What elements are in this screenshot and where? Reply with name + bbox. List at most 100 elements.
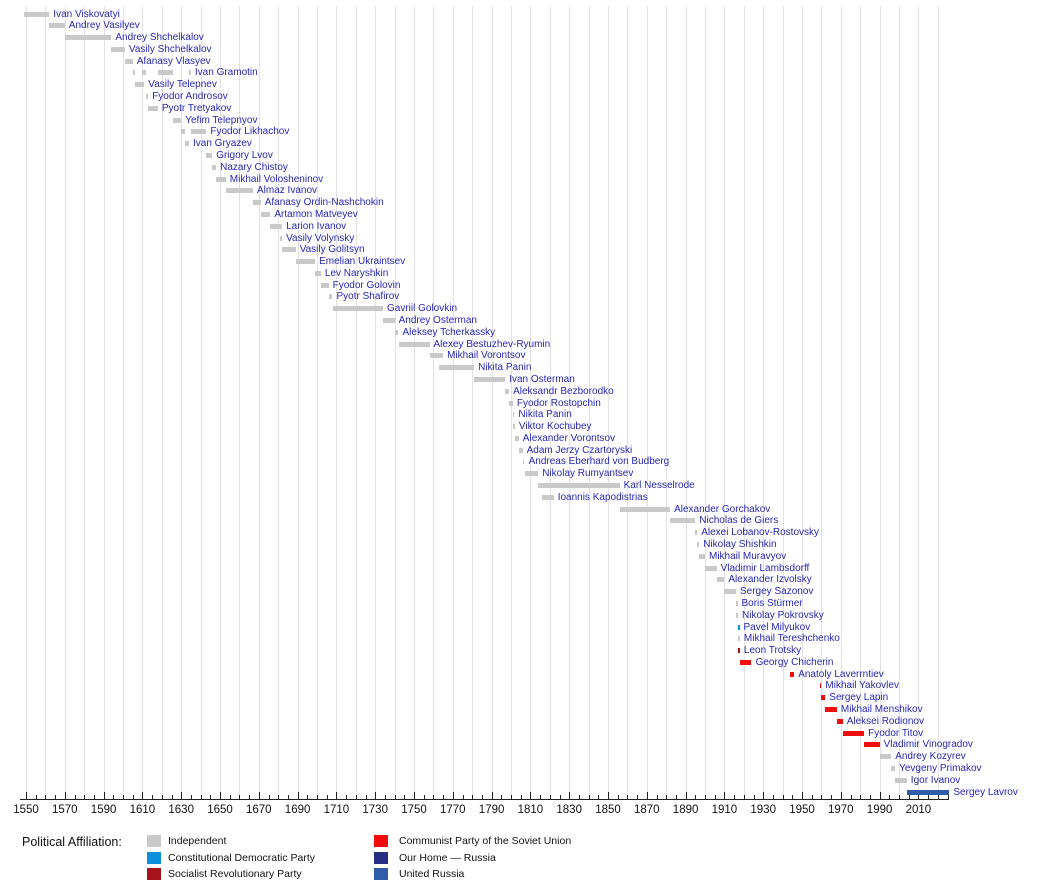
- minister-name-link[interactable]: Mikhail Volosheninov: [229, 173, 324, 185]
- gridline: [588, 6, 590, 799]
- minister-name-link[interactable]: Andrey Shchelkalov: [115, 32, 204, 44]
- minister-name-link[interactable]: Alexei Lobanov-Rostovsky: [701, 527, 820, 539]
- minister-name-link[interactable]: Mikhail Muravyov: [709, 550, 787, 562]
- term-bar: [315, 270, 321, 276]
- minister-name-link[interactable]: Fyodor Androsov: [152, 91, 228, 102]
- x-axis-minor-tick: [637, 795, 639, 799]
- minister-name-link[interactable]: Grigory Lvov: [216, 150, 273, 161]
- term-bar: [216, 176, 226, 182]
- minister-name-link[interactable]: Vasily Telepnev: [148, 79, 217, 91]
- x-axis-major-tick: [918, 792, 920, 799]
- minister-name-link[interactable]: Pyotr Tretyakov: [161, 102, 232, 114]
- minister-name-link[interactable]: Fyodor Golovin: [332, 279, 401, 291]
- minister-name-link[interactable]: Fyodor Likhachov: [210, 126, 290, 138]
- minister-name-link[interactable]: Vasily Shchelkalov: [128, 43, 212, 55]
- minister-name-link[interactable]: Mikhail Yakovlev: [825, 680, 899, 692]
- minister-name-link[interactable]: Leon Trotsky: [743, 645, 802, 657]
- term-bar: [190, 129, 207, 135]
- gridline: [181, 6, 183, 799]
- term-bar: [716, 577, 725, 583]
- gridline: [45, 6, 47, 799]
- minister-name-link[interactable]: Georgy Chicherin: [755, 656, 834, 668]
- minister-name-link[interactable]: Nikolay Rumyantsev: [542, 468, 634, 480]
- minister-name-link[interactable]: Alexey Bestuzhev-Ryumin: [433, 338, 551, 350]
- term-bar: [295, 259, 316, 264]
- minister-name-link[interactable]: Sergey Sazonov: [740, 586, 814, 598]
- minister-name-link[interactable]: Vladimir Vinogradov: [883, 739, 973, 751]
- minister-name-link[interactable]: Andrey Osterman: [398, 315, 477, 326]
- minister-name-link[interactable]: Andrey Kozyrev: [895, 751, 966, 763]
- minister-name-link[interactable]: Larion Ivanov: [286, 220, 347, 232]
- minister-name-link[interactable]: Nikita Panin: [518, 409, 572, 421]
- minister-name-link[interactable]: Sergey Lavrov: [953, 786, 1018, 798]
- minister-name-link[interactable]: Nicholas de Giers: [699, 515, 779, 527]
- x-axis-tick-label: 1690: [284, 804, 311, 816]
- term-bar: [895, 777, 907, 783]
- minister-name-link[interactable]: Lev Naryshkin: [324, 267, 389, 279]
- x-axis-minor-tick: [433, 795, 435, 799]
- gridline: [375, 6, 377, 799]
- minister-name-link[interactable]: Boris Stürmer: [741, 597, 803, 609]
- minister-name-link[interactable]: Andrey Vasilyev: [68, 20, 140, 32]
- minister-name-link[interactable]: Alexander Vorontsov: [522, 432, 616, 444]
- term-bar: [509, 400, 513, 406]
- x-axis-minor-tick: [132, 795, 134, 799]
- minister-name-link[interactable]: Pyotr Shafirov: [336, 291, 400, 303]
- minister-name-link[interactable]: Nikolay Shishkin: [703, 539, 777, 550]
- term-bar: [328, 294, 333, 300]
- x-axis-minor-tick: [811, 795, 813, 799]
- x-axis-minor-tick: [821, 795, 823, 799]
- minister-name-link[interactable]: Andreas Eberhard von Budberg: [528, 456, 670, 468]
- minister-name-link[interactable]: Fyodor Rostopchin: [516, 397, 601, 409]
- minister-name-link[interactable]: Karl Nesselrode: [623, 480, 695, 491]
- minister-name-link[interactable]: Almaz Ivanov: [257, 185, 318, 197]
- x-axis-major-tick: [258, 792, 260, 799]
- minister-name-link[interactable]: Yevgeny Primakov: [899, 762, 982, 774]
- minister-name-link[interactable]: Nazary Chistoy: [220, 161, 288, 173]
- minister-name-link[interactable]: Viktor Kochubey: [518, 421, 592, 433]
- x-axis-minor-tick: [481, 795, 483, 799]
- minister-name-link[interactable]: Adam Jerzy Czartoryski: [526, 444, 633, 456]
- minister-name-link[interactable]: Vasily Golitsyn: [299, 244, 365, 256]
- minister-name-link[interactable]: Mikhail Vorontsov: [447, 350, 526, 362]
- minister-name-link[interactable]: Vladimir Lambsdorff: [720, 562, 810, 574]
- minister-name-link[interactable]: Nikolay Pokrovsky: [742, 609, 824, 621]
- gridline: [123, 6, 124, 799]
- x-axis-minor-tick: [326, 795, 328, 799]
- minister-name-link[interactable]: Aleksandr Bezborodko: [513, 385, 614, 397]
- gridline: [763, 6, 765, 799]
- minister-name-link[interactable]: Afanasy Ordin-Nashchokin: [264, 197, 384, 209]
- term-bar: [132, 70, 135, 76]
- minister-name-link[interactable]: Igor Ivanov: [910, 774, 961, 786]
- minister-name-link[interactable]: Yefim Telepnyov: [185, 114, 258, 126]
- minister-name-link[interactable]: Alexander Gorchakov: [674, 503, 771, 515]
- minister-name-link[interactable]: Ioannis Kapodistrias: [557, 491, 648, 503]
- minister-name-link[interactable]: Ivan Gryazev: [193, 138, 252, 150]
- minister-name-link[interactable]: Pavel Milyukov: [743, 621, 811, 633]
- term-bar: [842, 730, 864, 736]
- term-bar: [332, 306, 383, 312]
- x-axis-minor-tick: [84, 795, 86, 799]
- x-axis-major-tick: [724, 792, 726, 799]
- minister-name-link[interactable]: Ivan Viskovatyi: [53, 8, 120, 20]
- minister-name-link[interactable]: Artamon Matveyev: [274, 208, 358, 220]
- minister-name-link[interactable]: Mikhail Tereshchenko: [743, 633, 840, 645]
- minister-name-link[interactable]: Aleksei Rodionov: [846, 715, 924, 727]
- minister-name-link[interactable]: Sergey Lapin: [829, 692, 889, 704]
- minister-name-link[interactable]: Ivan Osterman: [509, 373, 575, 385]
- minister-name-link[interactable]: Mikhail Menshikov: [840, 704, 923, 715]
- x-axis-minor-tick: [772, 795, 774, 799]
- minister-name-link[interactable]: Gavriil Golovkin: [387, 303, 458, 315]
- minister-name-link[interactable]: Emelian Ukraintsev: [319, 256, 406, 267]
- minister-name-link[interactable]: Ivan Gramotin: [194, 67, 258, 79]
- minister-name-link[interactable]: Fyodor Titov: [868, 727, 924, 739]
- minister-name-link[interactable]: Aleksey Tcherkassky: [402, 326, 496, 338]
- gridline: [918, 6, 920, 799]
- minister-name-link[interactable]: Vasily Volynsky: [286, 232, 355, 244]
- x-axis-minor-tick: [190, 795, 192, 799]
- minister-name-link[interactable]: Nikita Panin: [478, 362, 532, 374]
- minister-name-link[interactable]: Alexander Izvolsky: [728, 574, 812, 586]
- minister-name-link[interactable]: Afanasy Vlasyev: [136, 55, 211, 67]
- minister-name-link[interactable]: Anatoly Laverrntiev: [798, 668, 884, 680]
